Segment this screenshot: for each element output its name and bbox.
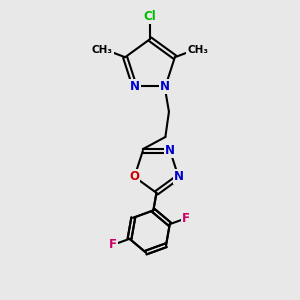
Text: N: N bbox=[130, 80, 140, 93]
Text: O: O bbox=[129, 170, 140, 183]
Text: F: F bbox=[182, 212, 190, 225]
Text: N: N bbox=[160, 80, 170, 93]
Text: N: N bbox=[165, 144, 175, 158]
Text: Cl: Cl bbox=[144, 10, 156, 23]
Text: CH₃: CH₃ bbox=[92, 45, 113, 55]
Text: N: N bbox=[173, 170, 184, 183]
Text: F: F bbox=[109, 238, 117, 251]
Text: CH₃: CH₃ bbox=[187, 45, 208, 55]
